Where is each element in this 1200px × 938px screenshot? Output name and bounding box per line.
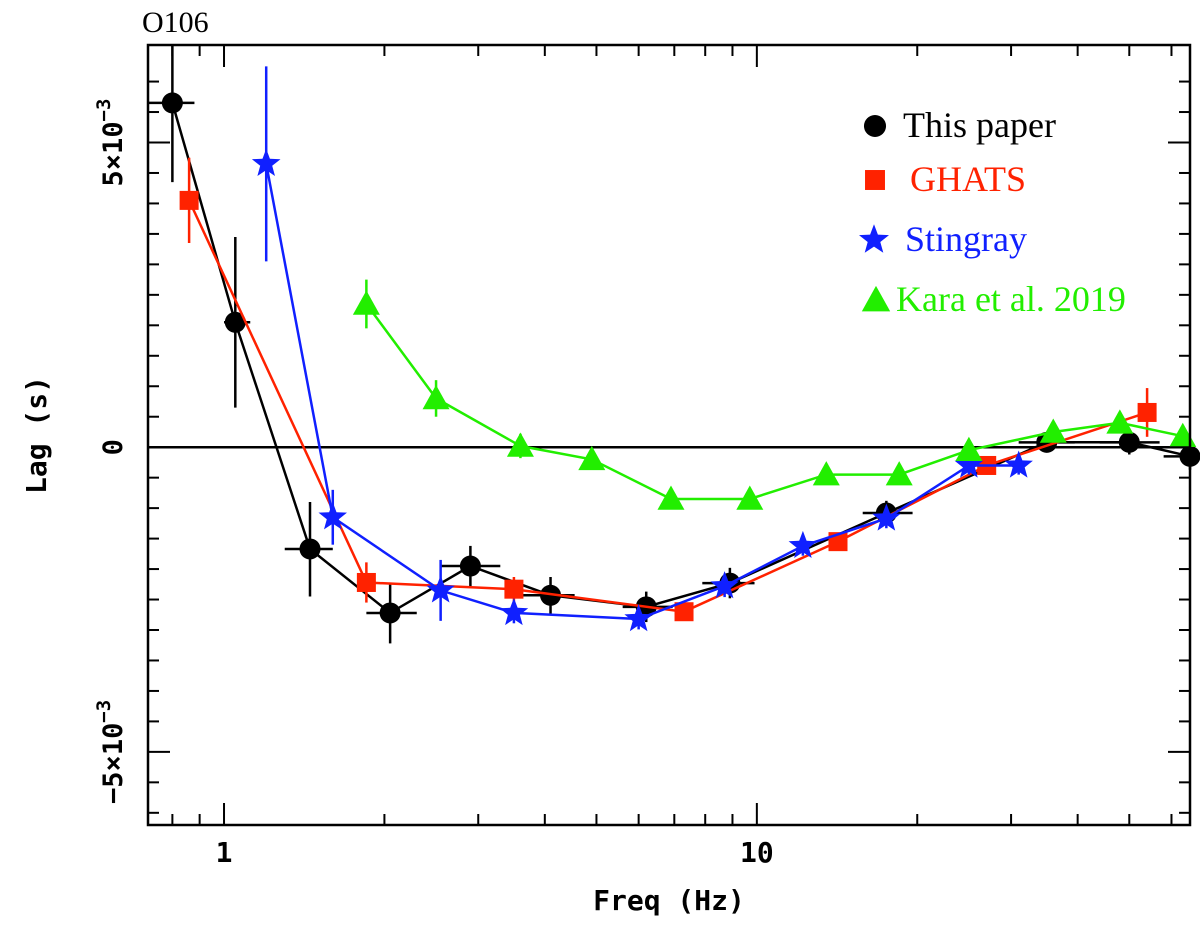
- legend-label-stingray: Stingray: [905, 219, 1027, 259]
- data-point-stingray-9: [954, 450, 984, 478]
- data-point-stingray-1: [251, 148, 281, 176]
- data-point-kara-et-al-2019-1: [352, 290, 380, 315]
- plot-frame: [146, 43, 1192, 827]
- series-layer: [148, 45, 1200, 644]
- data-point-this-paper-3: [299, 538, 321, 560]
- data-point-ghats-7: [1137, 402, 1157, 422]
- axes-layer: 1 10 5×10−3 0 −5×10−3: [93, 45, 1190, 869]
- data-point-stingray-2: [318, 502, 347, 530]
- data-point-kara-et-al-2019-10: [1039, 418, 1067, 443]
- data-point-stingray-4: [499, 597, 529, 626]
- data-point-ghats-3: [504, 579, 524, 599]
- legend-marker-ghats: [865, 170, 885, 190]
- data-point-stingray-8: [872, 503, 901, 531]
- legend-label-ghats: GHATS: [910, 159, 1026, 199]
- series-line-kara-et-al-2019: [365, 303, 1184, 501]
- data-point-kara-et-al-2019-3: [506, 432, 534, 457]
- chart-title: O106: [142, 6, 209, 39]
- data-point-kara-et-al-2019-7: [812, 461, 840, 486]
- data-point-this-paper-5: [459, 555, 481, 577]
- data-point-this-paper-4: [379, 602, 401, 624]
- data-point-ghats-4: [674, 602, 694, 622]
- legend-marker-this-paper: [863, 114, 887, 138]
- x-axis-label: Freq (Hz): [593, 884, 745, 917]
- data-point-ghats-1: [179, 190, 199, 210]
- legend-marker-kara-et-al-2019: [861, 285, 891, 312]
- data-point-stingray-6: [710, 571, 739, 599]
- data-point-this-paper-1: [161, 92, 183, 114]
- y-tick-label-2: 0: [98, 439, 129, 455]
- x-tick-label-10: 10: [740, 836, 774, 869]
- series-line-stingray: [264, 163, 1019, 621]
- y-axis-label: Lag (s): [20, 376, 53, 494]
- series-kara-et-al-2019: [352, 279, 1197, 510]
- data-point-stingray-10: [1004, 450, 1033, 478]
- data-point-stingray-3: [426, 575, 455, 603]
- y-tick-label-3: −5×10−3: [93, 700, 129, 804]
- data-point-kara-et-al-2019-5: [657, 485, 685, 510]
- data-point-stingray-7: [788, 530, 818, 558]
- legend-label-kara-et-al-2019: Kara et al. 2019: [896, 279, 1126, 319]
- legend-marker-stingray: [859, 224, 889, 253]
- data-point-this-paper-2: [224, 311, 246, 333]
- x-tick-label-1: 1: [216, 836, 233, 869]
- data-point-kara-et-al-2019-9: [955, 436, 983, 462]
- data-point-kara-et-al-2019-2: [422, 384, 450, 410]
- data-point-this-paper-11: [1118, 431, 1140, 453]
- data-point-ghats-2: [356, 572, 376, 592]
- data-point-kara-et-al-2019-4: [578, 445, 606, 471]
- data-point-stingray-5: [624, 604, 653, 632]
- series-stingray: [251, 66, 1033, 632]
- legend: This paper GHATS Stingray Kara et al. 2019: [859, 105, 1126, 319]
- legend-label-this-paper: This paper: [903, 105, 1056, 145]
- data-point-kara-et-al-2019-6: [736, 485, 764, 510]
- y-tick-label-1: 5×10−3: [93, 99, 129, 187]
- data-point-kara-et-al-2019-11: [1106, 409, 1134, 434]
- data-point-kara-et-al-2019-8: [885, 461, 913, 486]
